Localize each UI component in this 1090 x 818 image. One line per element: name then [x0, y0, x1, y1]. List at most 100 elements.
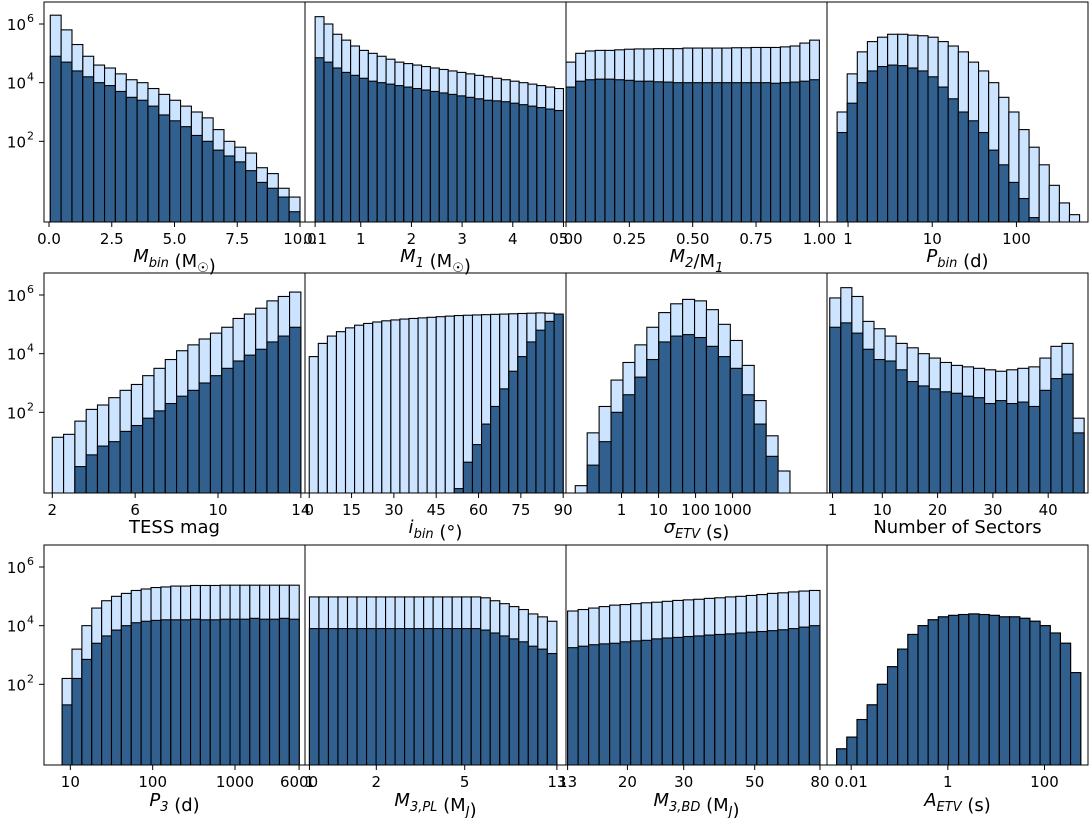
x-tick-label: 30	[384, 501, 403, 519]
bar-dark	[198, 382, 212, 493]
bars-mbin	[49, 14, 301, 222]
bar-dark	[259, 618, 271, 765]
x-axis-label-p3: P3 (d)	[149, 790, 199, 816]
bar-dark	[1008, 181, 1020, 222]
bar-dark	[906, 380, 919, 493]
bar-dark	[950, 392, 964, 493]
bar-dark	[984, 402, 997, 493]
bar-dark	[481, 423, 492, 493]
y-tick-label: 10	[7, 16, 26, 34]
bar-dark	[693, 635, 705, 765]
bar-dark	[474, 98, 485, 222]
x-tick-label: 3	[457, 230, 467, 248]
bar-dark	[544, 320, 555, 493]
bars-p3	[61, 584, 300, 765]
x-tick-label: 1	[356, 230, 366, 248]
x-axis-label-setv: σETV (s)	[664, 517, 730, 543]
bar-dark	[1028, 217, 1040, 222]
x-tick-label: 0.25	[613, 230, 646, 248]
x-tick-label: 6	[130, 501, 140, 519]
bar-dark	[741, 394, 755, 493]
bar-dark	[385, 628, 396, 765]
bar-dark	[451, 628, 463, 765]
bar-dark	[917, 625, 929, 765]
bar-dark	[897, 648, 909, 765]
bars-setv	[574, 298, 791, 493]
bar-dark	[566, 86, 577, 222]
bar-dark	[705, 345, 719, 493]
bar-dark	[646, 358, 660, 493]
bar-dark	[314, 57, 325, 222]
x-tick-label: 90	[554, 501, 573, 519]
x-axis-label-q: M2/M1	[670, 246, 724, 276]
bar-dark	[937, 86, 949, 222]
x-axis-label-m3bd: M3,BD (MJ)	[653, 790, 739, 818]
bar-dark	[110, 629, 122, 765]
bar-dark	[277, 335, 291, 493]
x-axis-label-mbin: Mbin (M☉)	[133, 246, 216, 277]
bar-dark	[753, 423, 767, 493]
bar-dark	[119, 430, 132, 493]
bar-dark	[789, 81, 801, 222]
bar-dark	[947, 614, 960, 765]
bar-light	[1028, 146, 1040, 222]
bar-dark	[586, 464, 600, 493]
bar-dark	[777, 629, 789, 765]
bar-dark	[456, 95, 467, 222]
bar-dark	[584, 79, 596, 222]
bar-dark	[809, 79, 820, 222]
bar-dark	[190, 134, 203, 222]
y-tick-exponent: 4	[27, 71, 34, 84]
bar-dark	[508, 370, 519, 493]
bar-dark	[682, 334, 696, 493]
bar-dark	[221, 367, 234, 493]
bar-dark	[527, 645, 539, 765]
x-tick-label: 100	[681, 501, 710, 519]
bar-dark	[798, 626, 810, 765]
bar-dark	[895, 369, 908, 493]
bar-dark	[750, 82, 762, 222]
bar-dark	[421, 89, 431, 222]
bar-dark	[927, 76, 939, 222]
x-tick-label: 1	[305, 773, 315, 791]
bar-light	[1058, 202, 1071, 222]
bar-dark	[856, 718, 868, 765]
bar-dark	[180, 126, 192, 222]
bar-dark	[682, 82, 694, 222]
x-axis-label-m3pl: M3,PL (MJ)	[394, 790, 476, 818]
bar-dark	[266, 341, 279, 493]
bar-dark	[851, 332, 864, 493]
bar-dark	[1070, 672, 1082, 765]
bar-dark	[972, 397, 986, 493]
x-tick-label: 20	[618, 773, 637, 791]
x-tick-label: 1	[617, 501, 627, 519]
bar-dark	[643, 80, 655, 222]
bar-dark	[232, 360, 245, 493]
bar-dark	[846, 102, 858, 222]
bar-dark	[394, 85, 405, 222]
bar-dark	[108, 441, 121, 493]
x-tick-label: 0.00	[549, 230, 582, 248]
bar-dark	[703, 634, 716, 765]
bar-dark	[614, 79, 626, 222]
bar-dark	[245, 170, 258, 222]
bar-dark	[770, 82, 781, 222]
bar-dark	[995, 400, 1008, 493]
bar-dark	[928, 388, 941, 493]
bar-dark	[447, 93, 458, 222]
bar-dark	[856, 82, 868, 222]
bar-dark	[886, 666, 899, 765]
bar-dark	[341, 71, 352, 222]
bar-dark	[453, 488, 464, 493]
bar-dark	[104, 85, 116, 222]
bar-dark	[998, 616, 1011, 765]
x-tick-label: 20	[928, 501, 947, 519]
bar-dark	[142, 417, 155, 493]
bar-dark	[491, 100, 502, 222]
bar-dark	[884, 360, 897, 493]
bar-dark	[413, 628, 425, 765]
bar-dark	[518, 641, 529, 765]
bar-dark	[554, 109, 565, 222]
bar-dark	[465, 96, 476, 222]
